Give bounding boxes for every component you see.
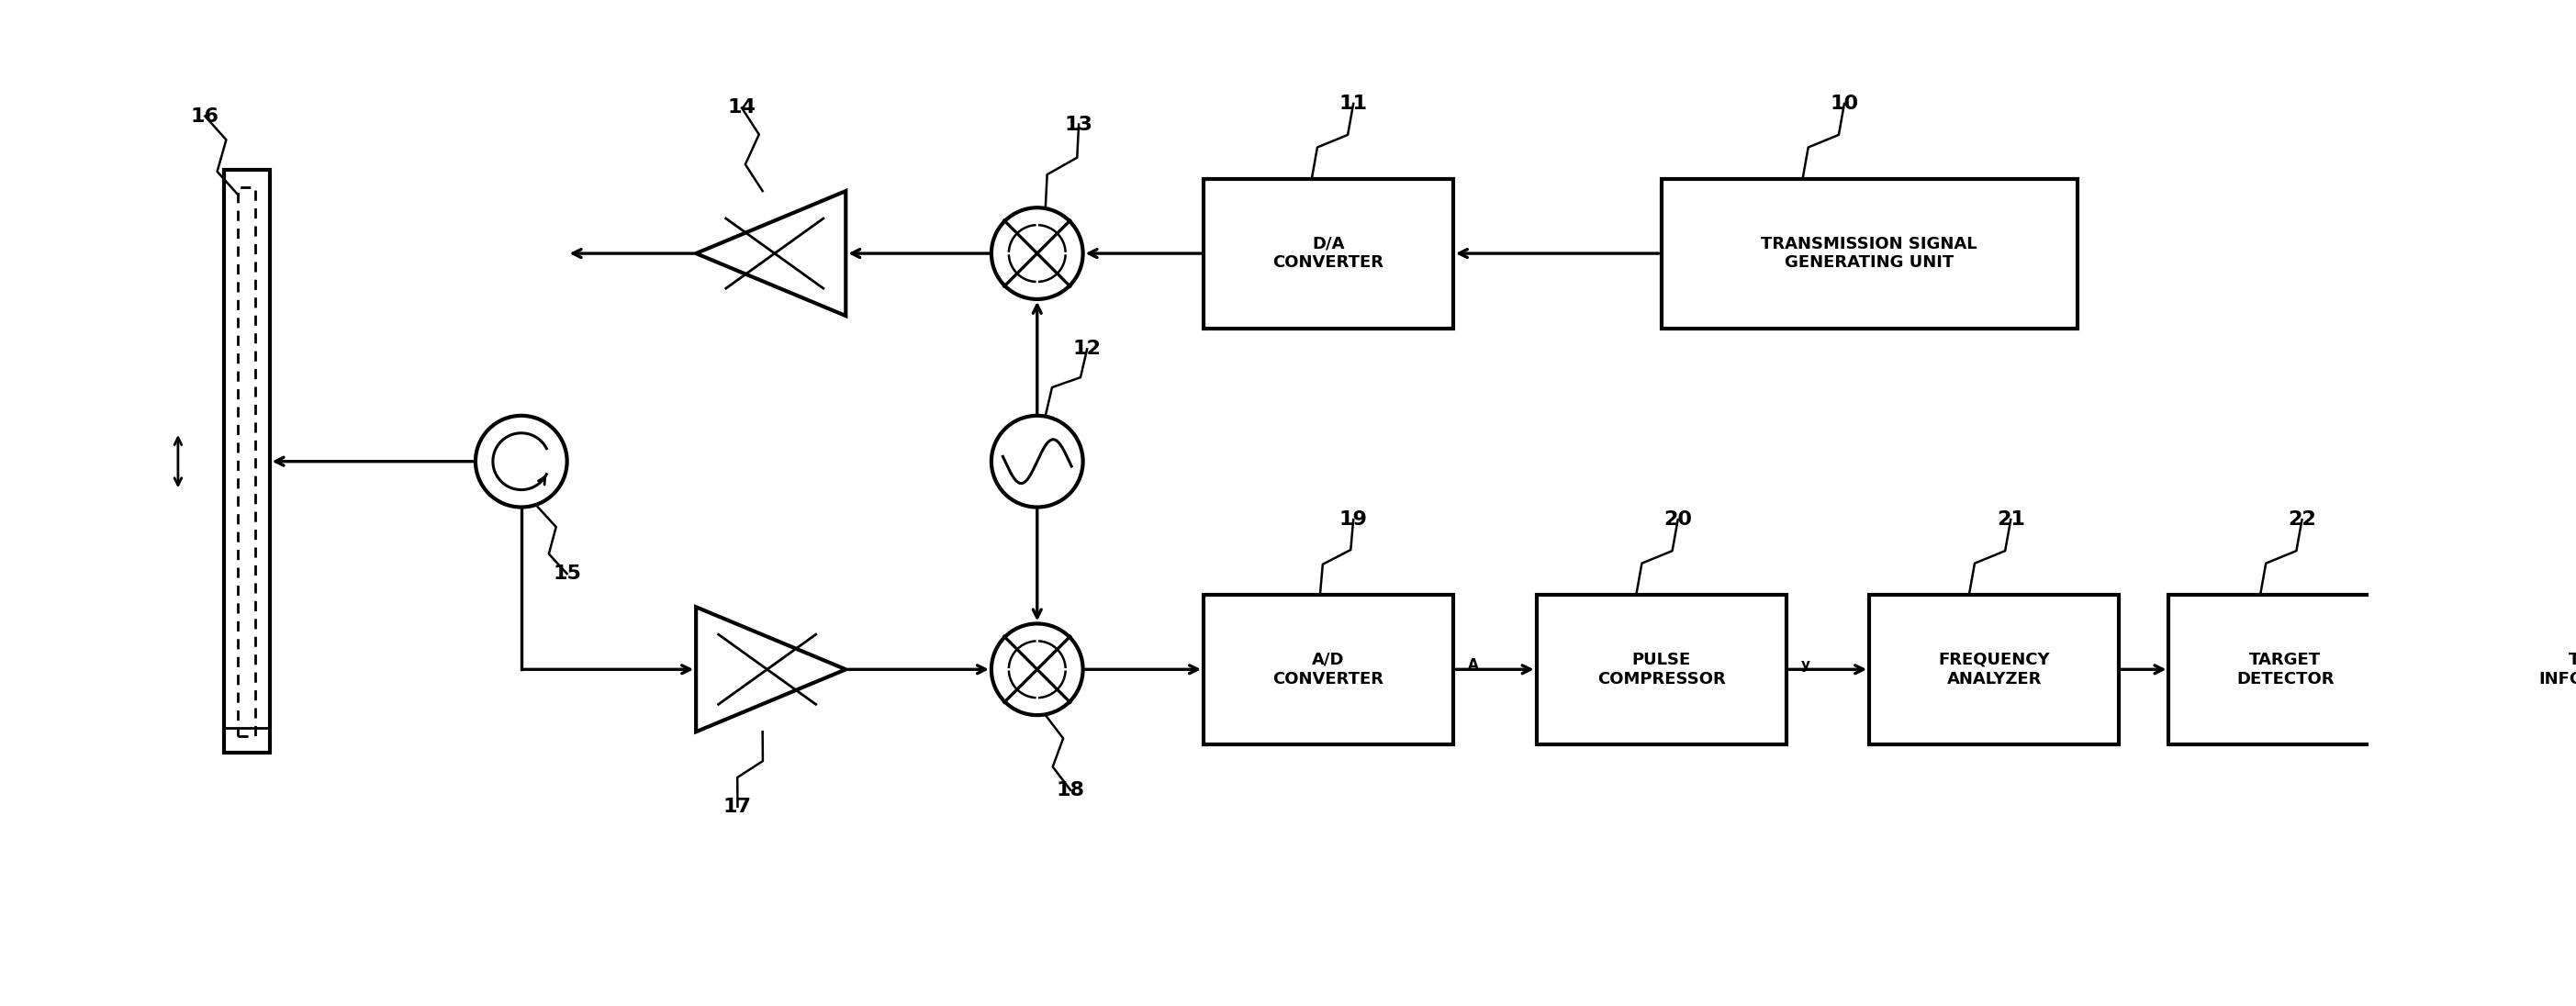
Bar <box>2169 595 2401 744</box>
Text: 14: 14 <box>726 99 755 117</box>
Text: PULSE
COMPRESSOR: PULSE COMPRESSOR <box>1597 652 1726 687</box>
Bar <box>1662 178 2076 328</box>
Bar <box>1203 178 1453 328</box>
Text: 10: 10 <box>1829 95 1857 113</box>
Circle shape <box>992 624 1082 715</box>
Text: 18: 18 <box>1056 781 1084 799</box>
Text: 15: 15 <box>554 564 582 582</box>
Bar <box>237 187 255 736</box>
Polygon shape <box>696 607 845 731</box>
Text: A/D
CONVERTER: A/D CONVERTER <box>1273 652 1383 687</box>
Circle shape <box>992 415 1082 507</box>
Text: FREQUENCY
ANALYZER: FREQUENCY ANALYZER <box>1937 652 2050 687</box>
Text: 12: 12 <box>1074 340 1103 358</box>
Bar <box>1203 595 1453 744</box>
Text: y: y <box>1801 658 1811 672</box>
Circle shape <box>992 207 1082 299</box>
Text: 17: 17 <box>724 798 752 816</box>
Text: TARGET
INFORMATION: TARGET INFORMATION <box>2540 652 2576 687</box>
Text: 19: 19 <box>1340 510 1368 529</box>
Circle shape <box>477 415 567 507</box>
Text: D/A
CONVERTER: D/A CONVERTER <box>1273 235 1383 272</box>
Text: 22: 22 <box>2287 510 2316 529</box>
Bar <box>1535 595 1785 744</box>
Text: 20: 20 <box>1664 510 1692 529</box>
Text: TRANSMISSION SIGNAL
GENERATING UNIT: TRANSMISSION SIGNAL GENERATING UNIT <box>1762 235 1978 272</box>
Text: A: A <box>1468 658 1479 672</box>
Text: 11: 11 <box>1340 95 1368 113</box>
Bar <box>1870 595 2120 744</box>
Bar <box>224 170 270 752</box>
Text: 16: 16 <box>191 107 219 126</box>
Polygon shape <box>696 191 845 316</box>
Text: 21: 21 <box>1996 510 2025 529</box>
Text: TARGET
DETECTOR: TARGET DETECTOR <box>2236 652 2334 687</box>
Text: 13: 13 <box>1064 116 1092 134</box>
